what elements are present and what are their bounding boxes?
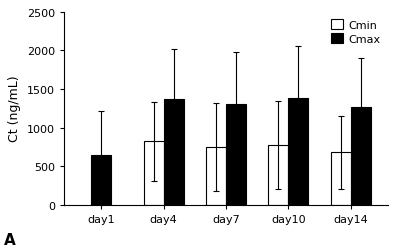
Bar xyxy=(226,105,246,205)
Bar xyxy=(144,142,164,205)
Bar xyxy=(164,100,184,205)
Bar xyxy=(92,155,111,205)
Bar xyxy=(288,99,308,205)
Bar xyxy=(206,147,226,205)
Bar xyxy=(351,108,370,205)
Y-axis label: Ct (ng/mL): Ct (ng/mL) xyxy=(8,76,21,142)
Bar xyxy=(331,153,351,205)
Bar xyxy=(268,145,288,205)
Text: A: A xyxy=(4,232,16,248)
Legend: Cmin, Cmax: Cmin, Cmax xyxy=(329,18,382,47)
